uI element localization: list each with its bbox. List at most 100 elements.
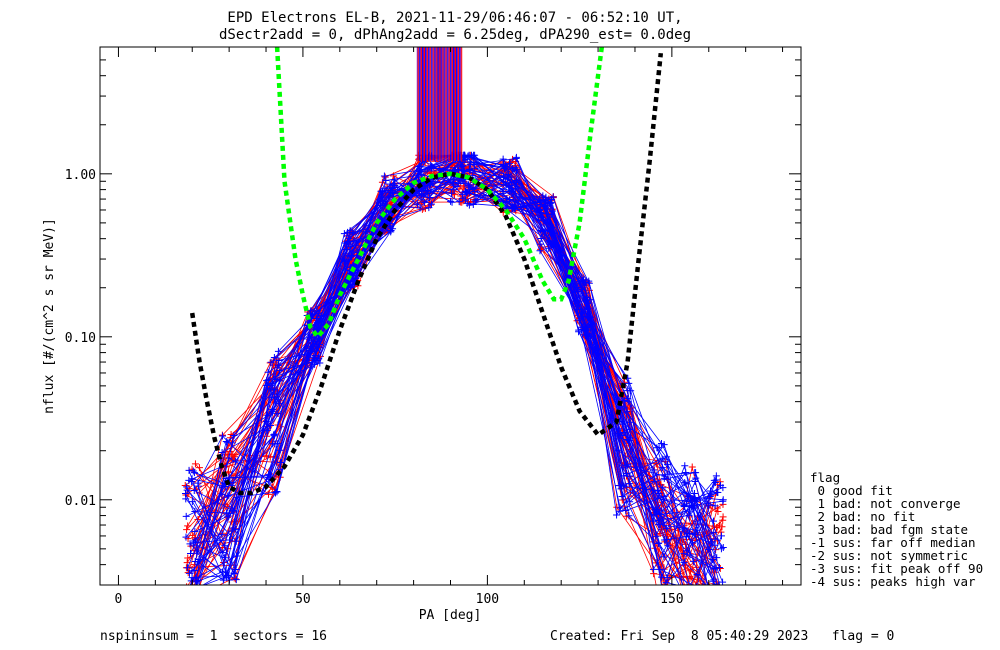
data-point	[691, 478, 699, 486]
data-point	[183, 486, 191, 494]
spectrum-line	[469, 161, 722, 549]
data-point	[714, 594, 721, 601]
spectrum-line	[475, 179, 708, 585]
data-point	[713, 594, 720, 601]
data-point	[189, 539, 197, 547]
data-point	[232, 576, 240, 584]
spectrum-line	[192, 154, 456, 585]
data-point	[266, 385, 274, 393]
spectrum-line	[471, 155, 723, 507]
footer-right: Created: Fri Sep 8 05:40:29 2023 flag = …	[550, 629, 894, 644]
spectrum-line	[462, 158, 724, 503]
data-point	[549, 193, 557, 201]
data-point	[386, 180, 394, 188]
fit-curves	[189, 47, 664, 496]
data-point	[663, 536, 671, 544]
data-point	[182, 533, 190, 541]
spectrum-line	[465, 158, 707, 585]
data-point	[652, 532, 660, 540]
data-point	[719, 484, 727, 492]
spectrum-line	[462, 170, 713, 560]
spectrum-line	[199, 160, 462, 580]
data-point	[714, 588, 721, 595]
data-point	[265, 490, 273, 498]
fit-curve-black	[189, 52, 664, 496]
data-point	[683, 593, 690, 600]
data-point	[618, 493, 626, 501]
data-point	[718, 592, 725, 599]
data-point	[193, 549, 201, 557]
data-point	[266, 421, 274, 429]
data-point	[223, 439, 231, 447]
spectrum-line	[469, 167, 716, 585]
data-point	[191, 460, 199, 468]
data-point	[226, 536, 234, 544]
x-tick-label: 150	[660, 592, 683, 607]
data-point	[459, 166, 467, 174]
data-point	[461, 152, 469, 160]
data-point	[710, 594, 717, 601]
data-point	[683, 594, 690, 601]
data-point	[711, 502, 719, 510]
data-point	[711, 589, 718, 596]
data-point	[271, 386, 279, 394]
data-point	[717, 545, 725, 553]
y-tick-label: 1.00	[65, 168, 96, 183]
data-point	[418, 191, 426, 199]
series-layer	[181, 151, 727, 601]
data-point	[653, 471, 661, 479]
spectrum-line	[462, 174, 713, 585]
data-point	[512, 178, 520, 186]
data-point	[223, 571, 231, 579]
data-point	[466, 186, 474, 194]
data-point	[579, 277, 587, 285]
data-point	[684, 592, 691, 599]
data-point	[536, 240, 544, 248]
spectrum-line	[189, 179, 458, 579]
data-point	[714, 581, 722, 585]
data-point	[184, 594, 191, 601]
data-point	[186, 588, 193, 595]
data-point	[459, 162, 467, 170]
data-point	[547, 211, 555, 219]
data-point	[191, 585, 198, 592]
data-point	[649, 517, 657, 525]
data-point	[547, 231, 555, 239]
data-point	[262, 418, 270, 426]
data-point	[190, 486, 198, 494]
data-point	[662, 525, 670, 533]
data-point	[512, 155, 520, 163]
data-point	[232, 566, 240, 574]
spectrum-line	[475, 167, 691, 585]
spectrum-line	[469, 168, 709, 585]
spectrum-line	[193, 165, 456, 489]
data-point	[688, 593, 695, 600]
data-point	[186, 583, 188, 585]
data-point	[650, 478, 658, 486]
data-point	[706, 594, 713, 601]
data-point	[426, 181, 434, 189]
data-point	[353, 267, 361, 275]
data-point	[680, 550, 688, 558]
data-point	[505, 183, 513, 191]
data-point	[194, 479, 202, 487]
data-point	[714, 594, 721, 601]
data-point	[663, 574, 671, 582]
data-point	[387, 226, 395, 234]
data-point	[715, 582, 717, 585]
data-point	[626, 426, 634, 434]
data-point	[340, 230, 348, 238]
data-point	[448, 179, 456, 187]
data-point	[188, 498, 196, 506]
data-point	[193, 594, 200, 601]
spectrum-line	[190, 171, 465, 554]
data-point	[680, 501, 688, 509]
data-point	[191, 528, 199, 536]
data-point	[655, 520, 663, 528]
data-point	[273, 487, 281, 495]
data-point	[461, 180, 469, 188]
data-point	[232, 537, 240, 545]
data-point	[624, 398, 632, 406]
data-point	[688, 503, 696, 511]
data-point	[689, 557, 697, 565]
